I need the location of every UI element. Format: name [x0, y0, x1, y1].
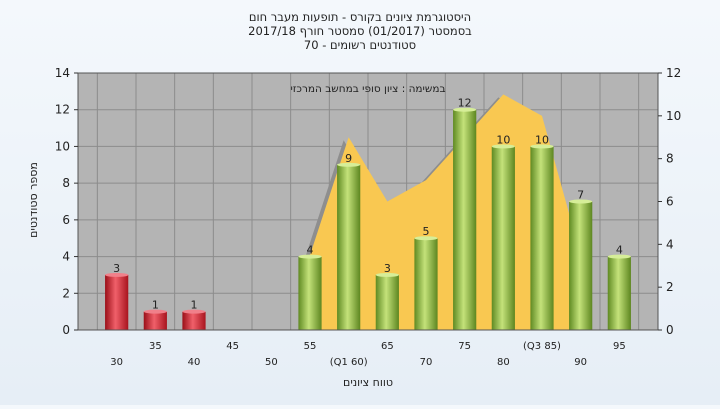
- bar-95: [607, 256, 631, 330]
- bar-value-label: 10: [535, 133, 549, 146]
- left-axis-ticks: 0 2 4 6 8 10 12 14: [55, 66, 78, 337]
- x-tick-label: 40: [188, 357, 201, 368]
- bar-value-label: 10: [496, 133, 510, 146]
- left-tick-label: 14: [55, 66, 70, 80]
- chart-title-line-2: בסמסטר (01/2017) סמסטר חורף 2017/18: [248, 24, 472, 38]
- x-tick-label: 80: [497, 357, 510, 368]
- x-tick-label: 35: [149, 341, 162, 352]
- left-tick-label: 10: [55, 139, 70, 153]
- bar-cap: [337, 162, 361, 167]
- x-tick-label: 30: [110, 357, 123, 368]
- bar-40: [182, 311, 206, 330]
- bar-(Q3 85): [530, 146, 554, 330]
- chart-title-line-1: היסטוגרמת ציונים בקורס - תופעות מעבר חום: [249, 10, 471, 24]
- bar-value-label: 3: [113, 262, 120, 275]
- bar-55: [298, 256, 322, 330]
- x-tick-label: 65: [381, 341, 394, 352]
- bar-value-labels: 3 1 1 4 9 3 5 12 10 10 7 4: [113, 97, 623, 312]
- left-tick-label: 8: [62, 176, 70, 190]
- bar-cap: [298, 254, 322, 259]
- x-tick-label: 55: [304, 341, 317, 352]
- x-axis-label: טווח ציונים: [343, 376, 393, 389]
- right-tick-label: 4: [666, 237, 674, 251]
- left-tick-label: 0: [62, 323, 70, 337]
- bar-75: [453, 109, 477, 330]
- chart-annotation: במשימה : ציון סופי במחשב המרכזי: [290, 83, 445, 95]
- bar-(Q1 60): [337, 164, 361, 330]
- bar-value-label: 9: [345, 152, 352, 165]
- bar-value-label: 7: [577, 189, 584, 202]
- right-axis-ticks: 0 2 4 6 8 10 12: [658, 66, 681, 337]
- bar-value-label: 12: [458, 97, 472, 110]
- x-tick-label: 90: [574, 357, 587, 368]
- x-tick-label: 95: [613, 341, 626, 352]
- right-tick-label: 6: [666, 195, 674, 209]
- x-tick-label: (Q3 85): [523, 341, 561, 352]
- bar-30: [105, 274, 129, 330]
- bar-cap: [143, 309, 167, 314]
- bars: [105, 107, 631, 330]
- bar-cap: [105, 272, 129, 277]
- right-tick-label: 8: [666, 152, 674, 166]
- right-tick-label: 0: [666, 323, 674, 337]
- bar-value-label: 1: [152, 299, 159, 312]
- x-tick-label: 45: [226, 341, 239, 352]
- right-tick-label: 12: [666, 66, 681, 80]
- x-tick-label: 70: [420, 357, 433, 368]
- left-tick-label: 12: [55, 103, 70, 117]
- x-tick-label: (Q1 60): [330, 357, 368, 368]
- chart-title-line-3: סטודנטים רשומים - 70: [304, 38, 416, 52]
- bar-value-label: 5: [423, 225, 430, 238]
- left-tick-label: 4: [62, 250, 70, 264]
- bar-cap: [491, 144, 515, 149]
- left-tick-label: 2: [62, 286, 70, 300]
- bar-cap: [375, 272, 399, 277]
- bar-cap: [607, 254, 631, 259]
- right-tick-label: 10: [666, 109, 681, 123]
- bar-80: [491, 146, 515, 330]
- bar-65: [375, 274, 399, 330]
- bar-cap: [569, 199, 593, 204]
- x-axis-ticks: 30 35 40 45 50 55 (Q1 60) 65 70 75 80 (Q3 85) 90 95: [110, 341, 625, 368]
- bar-value-label: 4: [307, 244, 314, 257]
- bar-cap: [453, 107, 477, 112]
- bar-cap: [414, 236, 438, 241]
- bar-value-label: 3: [384, 262, 391, 275]
- bar-90: [569, 201, 593, 330]
- bar-70: [414, 238, 438, 330]
- left-tick-label: 6: [62, 213, 70, 227]
- right-tick-label: 2: [666, 280, 674, 294]
- bar-value-label: 4: [616, 244, 623, 257]
- x-tick-label: 50: [265, 357, 278, 368]
- x-tick-label: 75: [458, 341, 471, 352]
- y-axis-label: מספר סטודנטים: [27, 162, 40, 238]
- bar-35: [143, 311, 167, 330]
- bar-cap: [182, 309, 206, 314]
- bar-value-label: 1: [191, 299, 198, 312]
- bar-cap: [530, 144, 554, 149]
